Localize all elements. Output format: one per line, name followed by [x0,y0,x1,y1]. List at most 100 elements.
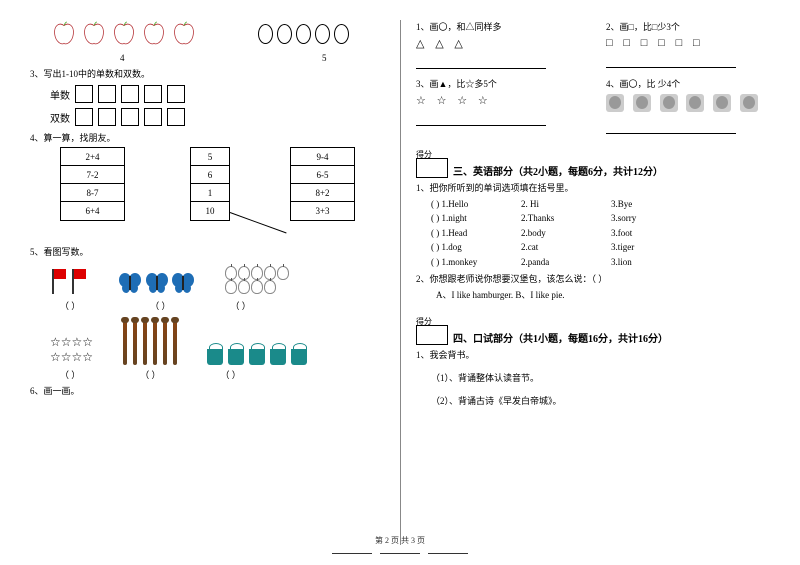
match-col-c: 9-4 6-5 8+2 3+3 [290,147,355,221]
q2-text: 2、画□，比□少3个 [606,20,736,33]
apple-row [50,20,198,48]
score-cell: 得分 [416,149,453,178]
eng-cell: 2.panda [521,255,611,269]
footer-text: 第 2 页 共 3 页 [375,536,425,545]
english-list: ( ) 1.Hello2. Hi3.Bye ( ) 1.night2.Thank… [431,197,770,269]
cell: 7-2 [61,166,124,184]
answer-paren[interactable]: （ ） [221,368,241,381]
eng-cell: 2. Hi [521,197,611,211]
paren-row-2: （ ） （ ） （ ） [60,368,385,381]
eng-row: ( ) 1.Head2.body3.foot [431,226,770,240]
eng-cell: 3.sorry [611,211,701,225]
apple-icon [50,20,78,48]
gray-apple-icon [713,94,731,112]
answer-line[interactable] [606,67,736,68]
paren-row-1: （ ） （ ） （ ） [60,299,385,312]
eng-cell: 2.Thanks [521,211,611,225]
footer-line-icon [428,553,468,554]
stick-icon [153,320,157,365]
eng-q1: 1、把你所听到的单词选项填在括号里。 [416,181,770,194]
right-q-row-1: 1、画〇，和△同样多 △ △ △ 2、画□，比□少3个 □ □ □ □ □ □ [416,20,770,69]
answer-paren[interactable]: （ ） [150,299,170,312]
right-q4: 4、画〇，比 少4个 [606,77,760,134]
small-apple-icon [238,280,250,294]
match-col-b: 5 6 1 10 [190,147,230,221]
stars-line: ☆☆☆☆ [50,335,93,350]
answer-box[interactable] [167,108,185,126]
right-q1: 1、画〇，和△同样多 △ △ △ [416,20,546,69]
eng-cell: 3.lion [611,255,701,269]
answer-box[interactable] [144,85,162,103]
butterflies-item [118,272,195,296]
footer-line-icon [380,553,420,554]
oral-2: （2）、背诵古诗《早发白帝城》。 [431,394,770,407]
answer-paren[interactable]: （ ） [60,299,80,312]
oral-1: （1）、背诵整体认读音节。 [431,371,770,384]
eng-row: ( ) 1.monkey2.panda3.lion [431,255,770,269]
right-q3: 3、画▲，比☆多5个 ☆ ☆ ☆ ☆ [416,77,546,134]
eng-cell[interactable]: ( ) 1.dog [431,240,521,254]
flag-icon [70,269,88,294]
answer-box[interactable] [98,108,116,126]
answer-box[interactable] [75,85,93,103]
eng-cell[interactable]: ( ) 1.monkey [431,255,521,269]
answer-paren[interactable]: （ ） [231,299,251,312]
section-4-title: 四、口试部分（共1小题，每题16分，共计16分） [453,330,668,345]
answer-box[interactable] [121,108,139,126]
cell: 9-4 [291,148,354,166]
answer-box[interactable] [144,108,162,126]
bucket-icon [249,349,265,365]
answer-line[interactable] [606,133,736,134]
section-3-title: 三、英语部分（共2小题，每题6分，共计12分） [453,163,663,178]
answer-line[interactable] [416,125,546,126]
stick-icon [163,320,167,365]
page-footer: 第 2 页 共 3 页 [0,535,800,557]
gray-apple-icon [740,94,758,112]
answer-line[interactable] [416,68,546,69]
question-6: 6、画一画。 [30,384,385,397]
score-wrap: 得分 三、英语部分（共2小题，每题6分，共计12分） [416,149,770,178]
q4-text: 4、画〇，比 少4个 [606,77,760,90]
answer-paren[interactable]: （ ） [140,368,160,381]
question-3: 3、写出1-10中的单数和双数。 [30,67,385,80]
matching-diagram: 2+4 7-2 8-7 6+4 5 6 1 10 9-4 6-5 8+2 3+3 [60,147,385,242]
section-4: 得分 四、口试部分（共1小题，每题16分，共计16分） 1、我会背书。 （1）、… [416,316,770,407]
score-wrap: 得分 四、口试部分（共1小题，每题16分，共计16分） [416,316,770,345]
butterfly-icon [118,272,142,294]
answer-box[interactable] [98,85,116,103]
small-apples-item [225,266,289,296]
count-labels: 4 5 [30,53,385,64]
oval-icon [315,24,330,44]
score-box[interactable] [416,325,448,345]
answer-box[interactable] [75,108,93,126]
right-q-row-2: 3、画▲，比☆多5个 ☆ ☆ ☆ ☆ 4、画〇，比 少4个 [416,77,770,134]
gray-apple-icon [660,94,678,112]
score-cell: 得分 [416,316,453,345]
match-col-a: 2+4 7-2 8-7 6+4 [60,147,125,221]
sticks-item [123,320,177,365]
oval-icon [334,24,349,44]
apple-icon [110,20,138,48]
q1-text: 1、画〇，和△同样多 [416,20,546,33]
small-apple-icon [264,280,276,294]
apple-icon [80,20,108,48]
score-box[interactable] [416,158,448,178]
eng-row: ( ) 1.night2.Thanks3.sorry [431,211,770,225]
cell: 5 [191,148,229,166]
odd-label: 单数 [50,87,70,102]
footer-line-icon [332,553,372,554]
small-apple-icon [225,280,237,294]
eng-cell: 2.body [521,226,611,240]
eng-cell[interactable]: ( ) 1.Head [431,226,521,240]
question-5: 5、看图写数。 [30,245,385,258]
cell: 6+4 [61,202,124,220]
oval-icon [296,24,311,44]
answer-box[interactable] [121,85,139,103]
apple-icon [170,20,198,48]
eng-cell[interactable]: ( ) 1.Hello [431,197,521,211]
answer-box[interactable] [167,85,185,103]
eng-cell: 2.cat [521,240,611,254]
answer-paren[interactable]: （ ） [60,368,80,381]
eng-cell[interactable]: ( ) 1.night [431,211,521,225]
bucket-icon [270,349,286,365]
